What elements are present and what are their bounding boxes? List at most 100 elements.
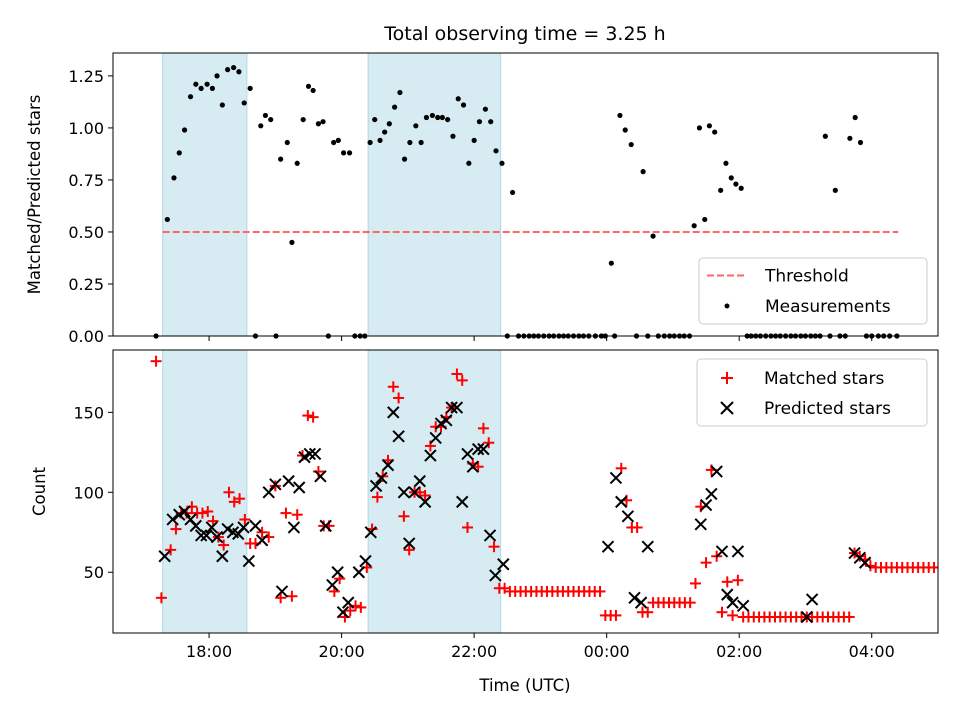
- predicted-star-point: [352, 566, 366, 579]
- x-tick-label: 18:00: [186, 642, 232, 661]
- measurement-point: [241, 100, 247, 106]
- matched-star-point: [716, 606, 728, 618]
- measurement-point: [278, 156, 284, 162]
- top-x-ticks: [208, 336, 873, 341]
- measurement-point: [401, 156, 408, 162]
- matched-star-point: [610, 609, 622, 621]
- matched-star-point: [393, 392, 405, 404]
- measurement-point: [622, 127, 628, 133]
- predicted-star-point: [477, 442, 490, 456]
- matched-legend-label: Matched stars: [764, 369, 884, 389]
- measurement-point: [696, 125, 703, 131]
- matched-star-point: [950, 562, 960, 573]
- y-tick-label: 0.25: [68, 275, 104, 294]
- predicted-star-point: [292, 481, 306, 494]
- y-tick-label: 1.25: [68, 67, 104, 86]
- measurement-point: [268, 116, 274, 123]
- predicted-star-point: [178, 505, 191, 518]
- measurement-point: [832, 187, 838, 193]
- predicted-star-point: [609, 471, 623, 485]
- predicted-star-point: [359, 554, 372, 568]
- predicted-star-point: [699, 498, 713, 512]
- predicted-star-point: [158, 550, 171, 563]
- x-axis-label: Time (UTC): [478, 676, 570, 695]
- matched-star-point: [355, 601, 367, 613]
- predicted-star-point: [489, 569, 502, 582]
- bottom-legend-box: [696, 358, 928, 427]
- matched-star-point: [170, 523, 182, 535]
- predicted-star-point: [413, 474, 427, 488]
- predicted-star-point: [858, 556, 872, 569]
- measurement-point: [435, 114, 441, 121]
- matched-star-point: [488, 541, 500, 553]
- predicted-star-point: [336, 606, 350, 619]
- measurement-point: [471, 137, 477, 143]
- measurement-point: [214, 73, 220, 79]
- matched-star-point: [689, 577, 701, 589]
- measurement-point: [738, 185, 744, 191]
- matched-star-point: [403, 544, 415, 556]
- measurement-point: [418, 139, 424, 146]
- y-tick-label: 100: [73, 483, 104, 502]
- predicted-star-point: [621, 510, 635, 523]
- measurements-legend-swatch: [724, 303, 730, 309]
- measurement-point: [209, 85, 215, 91]
- predicted-star-point: [402, 537, 416, 550]
- bottom-x-axis: 18:00 20:00 22:00 00:00 02:00 04:00: [186, 633, 895, 661]
- measurement-point: [702, 216, 708, 223]
- matched-star-point: [631, 521, 643, 533]
- measurement-point: [499, 160, 505, 166]
- predicted-star-point: [456, 495, 469, 509]
- predicted-star-point: [705, 487, 718, 501]
- predicted-star-point: [269, 478, 282, 491]
- predicted-star-point: [364, 526, 377, 539]
- measurement-point: [852, 114, 858, 121]
- chart-title: Total observing time = 3.25 h: [383, 23, 665, 45]
- bottom-legend: Matched stars Predicted stars: [696, 358, 928, 427]
- predicted-star-point: [237, 521, 250, 534]
- predicted-star-point: [314, 470, 327, 483]
- measurement-point: [439, 114, 445, 121]
- measurement-point: [219, 102, 225, 108]
- matched-star-point: [419, 489, 431, 501]
- measurement-point: [247, 85, 253, 91]
- predicted-star-point: [331, 566, 344, 579]
- x-tick-label: 00:00: [584, 642, 630, 661]
- predicted-star-point: [715, 545, 729, 558]
- measurement-point: [331, 139, 337, 146]
- matched-star-point: [165, 544, 177, 556]
- measurement-point: [171, 175, 177, 181]
- matched-star-point: [684, 597, 696, 609]
- measurements-legend-label: Measurements: [765, 297, 891, 317]
- matched-star-point: [594, 585, 606, 597]
- measurement-point: [857, 139, 864, 146]
- matched-star-point: [864, 560, 876, 572]
- predicted-star-point: [287, 521, 301, 534]
- top-plot-frame: [112, 52, 939, 337]
- shaded-interval: [367, 349, 502, 634]
- predicted-star-point: [445, 401, 458, 414]
- matched-star-point: [472, 461, 484, 473]
- predicted-star-point: [166, 513, 179, 526]
- matched-star-point: [307, 411, 319, 423]
- predicted-star-point: [628, 591, 641, 605]
- measurement-point: [509, 189, 516, 196]
- measurement-point: [225, 67, 231, 73]
- matched-star-point: [451, 368, 463, 380]
- measurement-point: [284, 139, 290, 146]
- predicted-star-point: [601, 540, 615, 553]
- measurement-point: [164, 216, 170, 223]
- matched-star-point: [234, 493, 246, 505]
- predicted-star-point: [369, 479, 383, 493]
- x-tick-label: 20:00: [319, 642, 365, 661]
- top-y-axis-label: Matched/Predicted stars: [25, 95, 44, 295]
- matched-star-point: [269, 480, 281, 492]
- measurement-point: [445, 116, 451, 123]
- measurement-point: [392, 104, 398, 110]
- measurement-point: [728, 175, 734, 181]
- measurement-point: [372, 116, 378, 123]
- matched-star-point: [256, 526, 268, 538]
- bottom-y-axis-label: Count: [30, 466, 49, 516]
- measurement-point: [476, 119, 483, 125]
